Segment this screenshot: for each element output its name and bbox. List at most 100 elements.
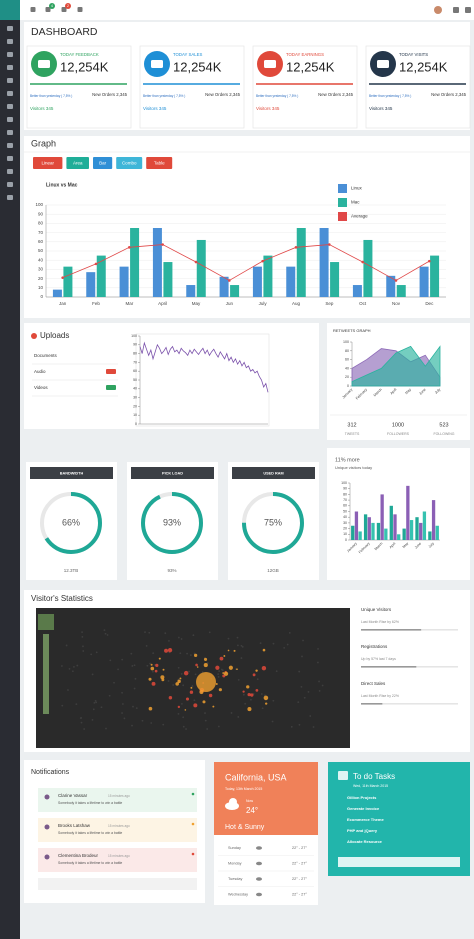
status-dot (191, 822, 195, 826)
chart-button[interactable] (66, 157, 89, 169)
sidebar-icon[interactable] (7, 91, 13, 96)
map-land-dot (186, 652, 188, 655)
bar (86, 272, 96, 297)
card-note: Better than yesterday ( 7,5% ) (369, 94, 411, 98)
bar (358, 531, 362, 540)
map-zoom[interactable] (38, 614, 54, 630)
header-icon[interactable] (61, 7, 67, 12)
line-point (194, 260, 198, 264)
header-icon[interactable] (30, 7, 36, 12)
sidebar-icon[interactable] (7, 26, 13, 31)
badge-count: 4 (51, 4, 53, 8)
chart-button[interactable] (116, 157, 143, 169)
map-land-dot (217, 725, 220, 728)
map-hotspot (193, 653, 198, 658)
map-land-dot (194, 673, 197, 676)
header-icon[interactable] (77, 7, 83, 12)
map-land-dot (121, 658, 124, 661)
y-tick-label: 60 (343, 504, 347, 508)
y-tick-label: 0 (345, 538, 347, 542)
meter-title: USED RAM (263, 471, 283, 475)
map-hotspot (184, 709, 187, 711)
line-point (294, 246, 298, 249)
map-land-dot (73, 666, 75, 668)
map-land-dot (244, 702, 247, 705)
todo-date: Wed, 11th March 2015 (353, 784, 388, 788)
map-land-dot (123, 717, 126, 720)
bar (163, 262, 173, 297)
bar (363, 239, 373, 297)
map-land-dot (220, 668, 223, 671)
map-hotspot (164, 648, 169, 653)
map-land-dot (204, 719, 207, 722)
bar (402, 528, 406, 540)
y-tick-label: 40 (38, 257, 44, 262)
sidebar-icon[interactable] (7, 65, 13, 70)
map-land-dot (185, 728, 187, 730)
metric-label: Direct Sales (361, 681, 386, 686)
header-icon[interactable] (453, 7, 459, 13)
x-tick-label: March (374, 542, 384, 552)
status-dot (191, 792, 195, 796)
y-tick-label: 80 (38, 221, 44, 226)
map-zoom-slider[interactable] (43, 634, 49, 714)
map-hotspot (219, 656, 224, 661)
sidebar-icon[interactable] (7, 182, 13, 187)
sidebar-icon[interactable] (7, 52, 13, 57)
card-note: Better than yesterday ( 7,5% ) (256, 94, 298, 98)
map-land-dot (92, 708, 95, 711)
chart-button[interactable] (33, 157, 63, 169)
upload-item: Videos (34, 385, 48, 390)
x-tick-label: Mar (125, 301, 133, 306)
weather-icon (229, 798, 237, 806)
sidebar-icon[interactable] (7, 156, 13, 161)
y-tick-label: 0 (135, 422, 137, 426)
bar (351, 525, 355, 540)
meter-arc (242, 492, 304, 554)
map-land-dot (152, 670, 154, 673)
bar (286, 266, 296, 297)
map-land-dot (100, 706, 103, 709)
sidebar-icon[interactable] (7, 130, 13, 135)
header-icon[interactable] (45, 7, 51, 12)
chart-button[interactable] (93, 157, 113, 169)
header-icon[interactable] (465, 7, 471, 13)
sidebar-icon[interactable] (7, 39, 13, 44)
map-hotspot (177, 705, 181, 709)
stat-value: 1000 (392, 422, 404, 428)
line-point (394, 279, 398, 282)
chart-button[interactable] (146, 157, 173, 169)
button-label: Linear (41, 160, 54, 165)
map-hotspot (246, 685, 250, 689)
card-icon-glyph (38, 60, 50, 68)
map-land-dot (67, 689, 69, 691)
y-tick-label: 40 (345, 366, 349, 370)
notification-item (38, 818, 197, 842)
metric-bar (361, 703, 383, 705)
avatar (44, 854, 50, 860)
x-tick-label: Oct (359, 301, 367, 306)
bar (196, 239, 206, 297)
map-land-dot (208, 631, 211, 634)
map-hotspot (196, 666, 199, 668)
map-land-dot (217, 673, 220, 676)
top-bar (20, 0, 474, 20)
sidebar-icon[interactable] (7, 78, 13, 83)
bar (63, 266, 73, 297)
sidebar-icon[interactable] (7, 117, 13, 122)
map-land-dot (109, 659, 112, 662)
sidebar-icon[interactable] (7, 104, 13, 109)
map-hotspot (255, 688, 259, 692)
meter-header (232, 467, 315, 479)
user-avatar[interactable] (434, 6, 442, 14)
sidebar-icon[interactable] (7, 195, 13, 200)
x-tick-label: May (404, 387, 412, 395)
map-land-dot (162, 723, 165, 726)
x-tick-label: July (428, 541, 435, 548)
todo-input[interactable] (338, 857, 460, 867)
bar (430, 255, 440, 297)
sidebar-icon[interactable] (7, 143, 13, 148)
x-tick-label: January (346, 541, 358, 553)
map-land-dot (272, 642, 275, 645)
sidebar-icon[interactable] (7, 169, 13, 174)
